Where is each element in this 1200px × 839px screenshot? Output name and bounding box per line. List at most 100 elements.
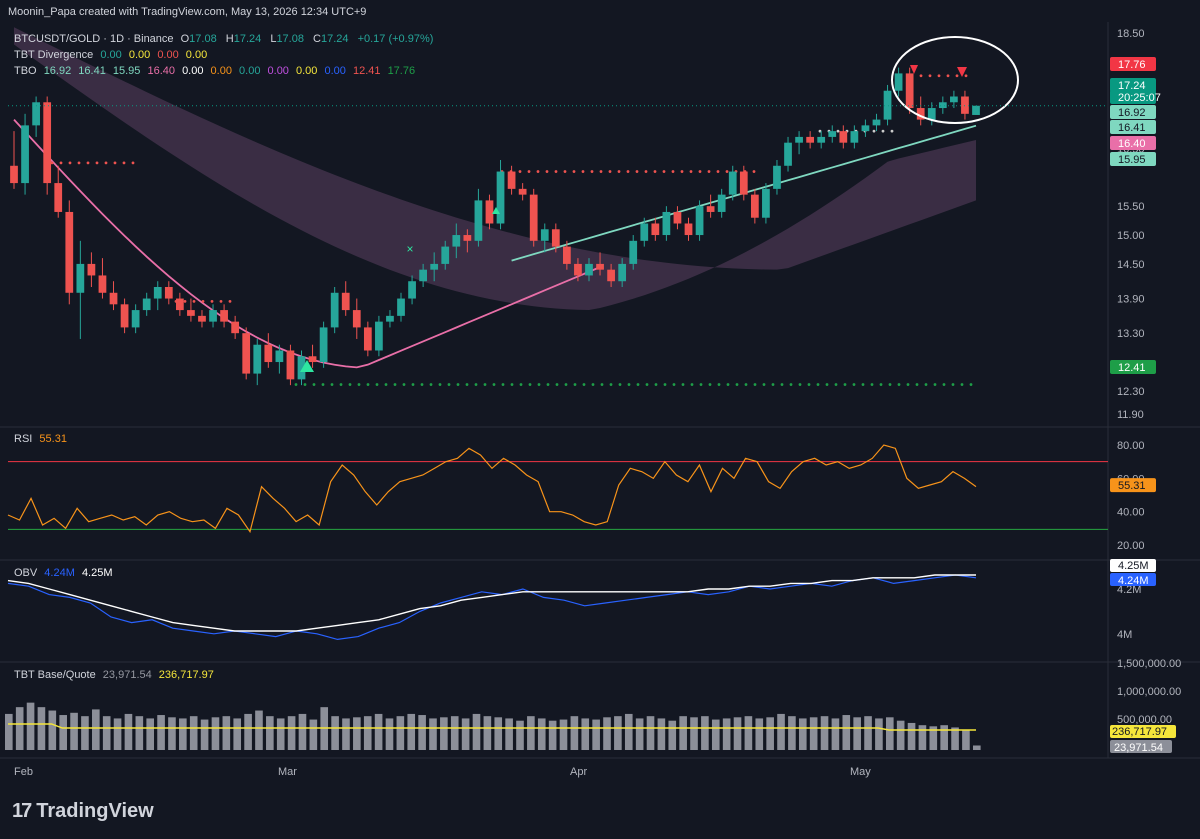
candle-body bbox=[894, 73, 903, 91]
resistance-dot bbox=[131, 161, 135, 165]
price-tick-label: 11.90 bbox=[1117, 409, 1144, 421]
resistance-dot bbox=[955, 74, 959, 78]
support-dot bbox=[600, 383, 604, 386]
support-dot bbox=[528, 383, 532, 386]
candle-body bbox=[187, 310, 195, 316]
base-quote-legend[interactable]: TBT Base/Quote 23,971.54 236,717.97 bbox=[14, 669, 214, 681]
volume-pane bbox=[5, 702, 981, 750]
symbol-legend: BTCUSDT/GOLD · 1D · Binance O17.08 H17.2… bbox=[14, 33, 441, 45]
sell-signal-icon bbox=[957, 67, 967, 77]
volume-bar bbox=[5, 713, 13, 750]
volume-bar bbox=[559, 719, 568, 750]
tbo-cloud bbox=[14, 27, 976, 311]
price-label-text: 15.95 bbox=[1118, 154, 1146, 166]
obv-label-text: 4.24M bbox=[1118, 575, 1149, 587]
resistance-dot bbox=[572, 170, 576, 173]
candle-body bbox=[529, 194, 538, 241]
candle-body bbox=[452, 235, 461, 247]
volume-bar bbox=[842, 715, 851, 750]
support-dot bbox=[825, 383, 829, 386]
volume-bar bbox=[396, 716, 405, 750]
candle-body bbox=[463, 235, 472, 241]
candle-body bbox=[540, 229, 549, 241]
obv-ma-line bbox=[7, 574, 976, 632]
volume-bar bbox=[581, 718, 590, 750]
support-dot bbox=[771, 383, 775, 386]
volume-bar bbox=[233, 718, 242, 750]
candle-body bbox=[905, 73, 914, 109]
support-dot bbox=[294, 383, 298, 386]
volume-bar bbox=[744, 716, 753, 750]
volume-bar bbox=[309, 719, 318, 750]
volume-bar bbox=[907, 722, 916, 750]
support-dot bbox=[744, 383, 748, 386]
price-label-box bbox=[1110, 136, 1156, 150]
level-dot bbox=[890, 129, 894, 133]
support-dot bbox=[564, 383, 568, 386]
rsi-tick-label: 20.00 bbox=[1117, 540, 1145, 552]
support-dot bbox=[906, 383, 910, 386]
price-label-text: 16.92 bbox=[1118, 107, 1146, 119]
support-dot bbox=[690, 383, 694, 386]
resistance-dot bbox=[698, 170, 702, 173]
support-dot bbox=[870, 383, 874, 386]
support-dot bbox=[384, 383, 388, 386]
rsi-label-text: 55.31 bbox=[1118, 480, 1146, 492]
resistance-dot bbox=[95, 161, 99, 165]
volume-bar bbox=[885, 717, 894, 750]
candle-body bbox=[762, 188, 770, 218]
candle-body bbox=[739, 171, 748, 195]
candle-body bbox=[972, 105, 980, 115]
volume-bar bbox=[679, 716, 687, 750]
obv-legend[interactable]: OBV 4.24M 4.25M bbox=[14, 567, 113, 579]
rsi-line bbox=[7, 444, 977, 534]
resistance-dot bbox=[707, 170, 711, 173]
candle-body bbox=[916, 108, 925, 120]
volume-bar bbox=[527, 716, 535, 750]
price-label-box bbox=[1110, 152, 1156, 166]
volume-bar bbox=[809, 717, 818, 750]
candle-body bbox=[297, 356, 306, 380]
candle-body bbox=[651, 223, 660, 236]
price-label-text: 17.76 bbox=[1118, 59, 1146, 71]
volume-bar bbox=[592, 719, 600, 750]
volume-bar bbox=[374, 713, 383, 750]
volume-bar bbox=[342, 718, 350, 750]
support-dot bbox=[672, 383, 676, 386]
candle-body bbox=[330, 292, 339, 328]
support-dot bbox=[492, 383, 496, 386]
divergence-legend[interactable]: TBT Divergence 0.00 0.00 0.00 0.00 bbox=[14, 49, 208, 61]
tradingview-logo[interactable]: 17 TradingView bbox=[12, 800, 154, 823]
resistance-dot bbox=[59, 161, 63, 165]
candle-body bbox=[961, 96, 969, 114]
base-quote-line bbox=[8, 723, 976, 731]
tbo-legend[interactable]: TBO 16.92 16.41 15.95 16.40 0.00 0.00 0.… bbox=[14, 65, 416, 77]
resistance-dot bbox=[946, 74, 950, 78]
time-tick-label: May bbox=[850, 766, 871, 778]
rsi-legend[interactable]: RSI 55.31 bbox=[14, 433, 67, 445]
support-dot bbox=[789, 383, 793, 386]
resistance-dot bbox=[662, 170, 666, 173]
price-label-text: 16.41 bbox=[1118, 122, 1146, 134]
resistance-dot bbox=[671, 170, 675, 173]
volume-bar bbox=[157, 715, 165, 750]
candle-body bbox=[408, 281, 416, 299]
support-dot bbox=[960, 383, 964, 386]
support-dot bbox=[375, 383, 379, 386]
support-dot bbox=[951, 383, 955, 386]
resistance-dot bbox=[113, 161, 117, 165]
support-dot bbox=[717, 383, 721, 386]
symbol-name[interactable]: BTCUSDT/GOLD · 1D · Binance bbox=[14, 33, 174, 45]
support-dot bbox=[726, 383, 730, 386]
candle-body bbox=[319, 327, 328, 363]
candle-body bbox=[21, 125, 29, 184]
support-dot bbox=[969, 383, 973, 386]
support-dot bbox=[501, 383, 505, 386]
volume-bar bbox=[298, 713, 307, 750]
support-dot bbox=[474, 383, 478, 386]
support-dot bbox=[879, 383, 883, 386]
support-dot bbox=[735, 383, 739, 386]
vol-label-box bbox=[1110, 740, 1172, 753]
candle-body bbox=[87, 263, 96, 276]
